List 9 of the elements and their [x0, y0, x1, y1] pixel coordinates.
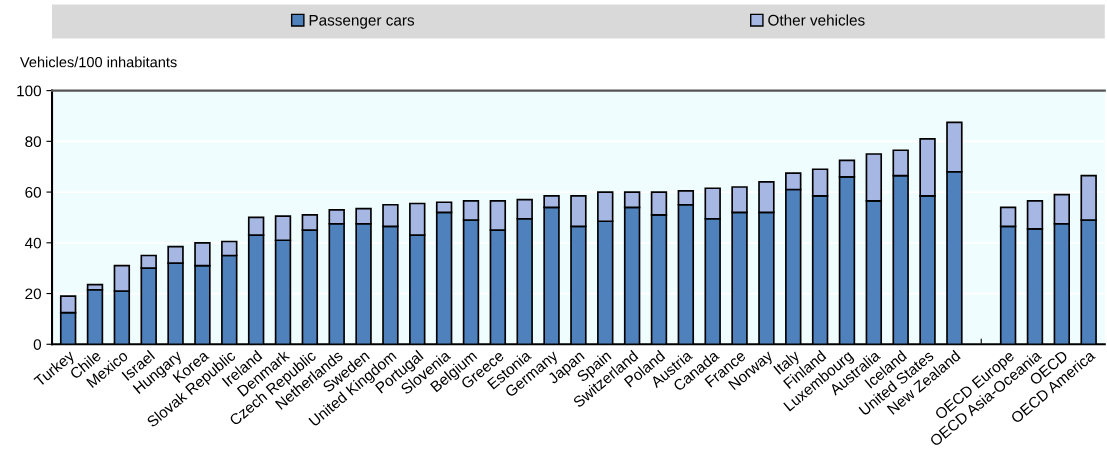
y-tick-label: 60: [25, 186, 42, 198]
y-axis-title: Vehicles/100 inhabitants: [19, 56, 177, 68]
y-tick-label: 20: [25, 288, 42, 300]
y-tick-label: 80: [25, 136, 42, 148]
y-tick-label: 0: [33, 339, 42, 350]
y-tick-label: 100: [17, 85, 42, 97]
y-tick-label: 40: [24, 237, 42, 249]
legend-label: Other vehicles: [768, 14, 865, 26]
legend-label: Passenger cars: [309, 15, 415, 29]
